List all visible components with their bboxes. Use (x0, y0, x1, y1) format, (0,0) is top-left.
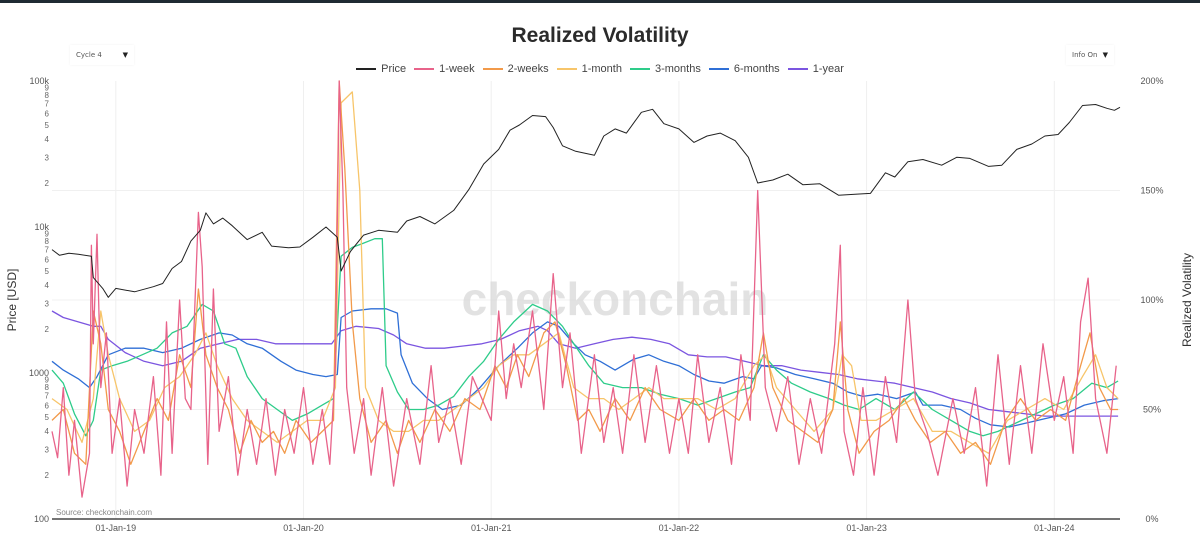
chart-legend: Price 1-week 2-weeks 1-month 3-months 6-month… (0, 63, 1200, 75)
legend-item-3-months[interactable]: 3-months (629, 63, 701, 75)
y-left-minor-tick-label: 6 (45, 255, 50, 264)
y-left-minor-tick-label: 3 (45, 299, 50, 308)
y-left-tick-label: 10k (34, 222, 49, 232)
y-left-minor-tick-label: 6 (45, 401, 50, 410)
legend-label: Price (381, 63, 407, 75)
y-left-minor-tick-label: 9 (45, 376, 50, 385)
y-left-minor-tick-label: 4 (45, 135, 50, 144)
y-left-minor-tick-label: 4 (45, 281, 50, 290)
axes: 01-Jan-19 01-Jan-20 01-Jan-21 01-Jan-22 01-J… (29, 76, 1164, 533)
info-dropdown-value: Info On (1072, 51, 1098, 59)
y-axis-right-title: Realized Volatility (1180, 253, 1194, 347)
y-right-tick-label: 150% (1140, 186, 1163, 196)
cycle-dropdown-value: Cycle 4 (76, 51, 102, 59)
legend-swatch-icon (787, 68, 808, 70)
legend-label: 6-months (733, 63, 780, 75)
y-left-minor-tick-label: 6 (45, 109, 50, 118)
x-tick-label: 01-Jan-22 (659, 523, 700, 533)
y-right-tick-label: 50% (1143, 405, 1161, 415)
series-lines (51, 80, 1121, 498)
info-dropdown[interactable]: Info On ▼ (1066, 45, 1114, 65)
x-tick-label: 01-Jan-21 (471, 523, 512, 533)
y-left-minor-tick-label: 2 (45, 325, 50, 334)
legend-item-1-year[interactable]: 1-year (787, 63, 844, 75)
series-line-price (51, 104, 1121, 298)
y-left-minor-tick-label: 5 (45, 121, 50, 130)
y-left-minor-tick-label: 7 (45, 100, 50, 109)
y-left-minor-tick-label: 2 (45, 179, 50, 188)
y-right-tick-label: 100% (1140, 295, 1163, 305)
legend-item-1-month[interactable]: 1-month (556, 63, 622, 75)
y-left-minor-tick-label: 2 (45, 471, 50, 480)
y-left-minor-tick-label: 8 (45, 383, 50, 392)
watermark: checkonchain (462, 273, 769, 325)
y-left-tick-label: 100 (34, 514, 49, 524)
legend-label: 1-week (439, 63, 475, 75)
cycle-dropdown[interactable]: Cycle 4 ▼ (70, 45, 134, 65)
legend-label: 1-month (581, 63, 622, 75)
x-tick-label: 01-Jan-19 (96, 523, 137, 533)
x-tick-label: 01-Jan-23 (846, 523, 887, 533)
series-line-1-week (51, 80, 1117, 498)
legend-label: 3-months (654, 63, 701, 75)
legend-item-price[interactable]: Price (356, 63, 406, 75)
legend-item-2-weeks[interactable]: 2-weeks (482, 63, 549, 75)
legend-item-6-months[interactable]: 6-months (708, 63, 780, 75)
chevron-down-icon: ▼ (122, 51, 128, 59)
y-left-minor-tick-label: 3 (45, 153, 50, 162)
x-tick-label: 01-Jan-20 (283, 523, 324, 533)
legend-swatch-icon (414, 68, 435, 70)
y-left-minor-tick-label: 7 (45, 392, 50, 401)
legend-label: 1-year (812, 63, 844, 75)
legend-label: 2-weeks (507, 63, 549, 75)
y-left-minor-tick-label: 4 (45, 427, 50, 436)
legend-swatch-icon (556, 68, 577, 70)
y-left-minor-tick-label: 8 (45, 91, 50, 100)
chart-title: Realized Volatility (511, 24, 689, 47)
y-left-minor-tick-label: 5 (45, 267, 50, 276)
y-left-minor-tick-label: 8 (45, 237, 50, 246)
y-left-minor-tick-label: 9 (45, 230, 50, 239)
legend-swatch-icon (356, 68, 377, 70)
legend-swatch-icon (629, 68, 650, 70)
y-right-tick-label: 0% (1145, 514, 1158, 524)
y-left-minor-tick-label: 7 (45, 246, 50, 255)
chevron-down-icon: ▼ (1102, 51, 1108, 59)
top-border (0, 0, 1200, 3)
y-axis-left-title: Price [USD] (5, 269, 19, 332)
grid-lines (52, 81, 1120, 519)
legend-item-1-week[interactable]: 1-week (414, 63, 475, 75)
y-left-minor-tick-label: 3 (45, 445, 50, 454)
x-tick-label: 01-Jan-24 (1034, 523, 1075, 533)
y-left-minor-tick-label: 9 (45, 84, 50, 93)
y-left-minor-tick-label: 5 (45, 413, 50, 422)
legend-swatch-icon (482, 68, 503, 70)
series-line-2-weeks (51, 80, 1119, 465)
y-left-tick-label: 1000 (29, 368, 49, 378)
source-label: Source: checkonchain.com (56, 508, 152, 517)
legend-swatch-icon (708, 68, 729, 70)
series-line-3-months (51, 238, 1119, 437)
y-right-tick-label: 200% (1140, 76, 1163, 86)
y-left-tick-label: 100k (29, 76, 49, 86)
